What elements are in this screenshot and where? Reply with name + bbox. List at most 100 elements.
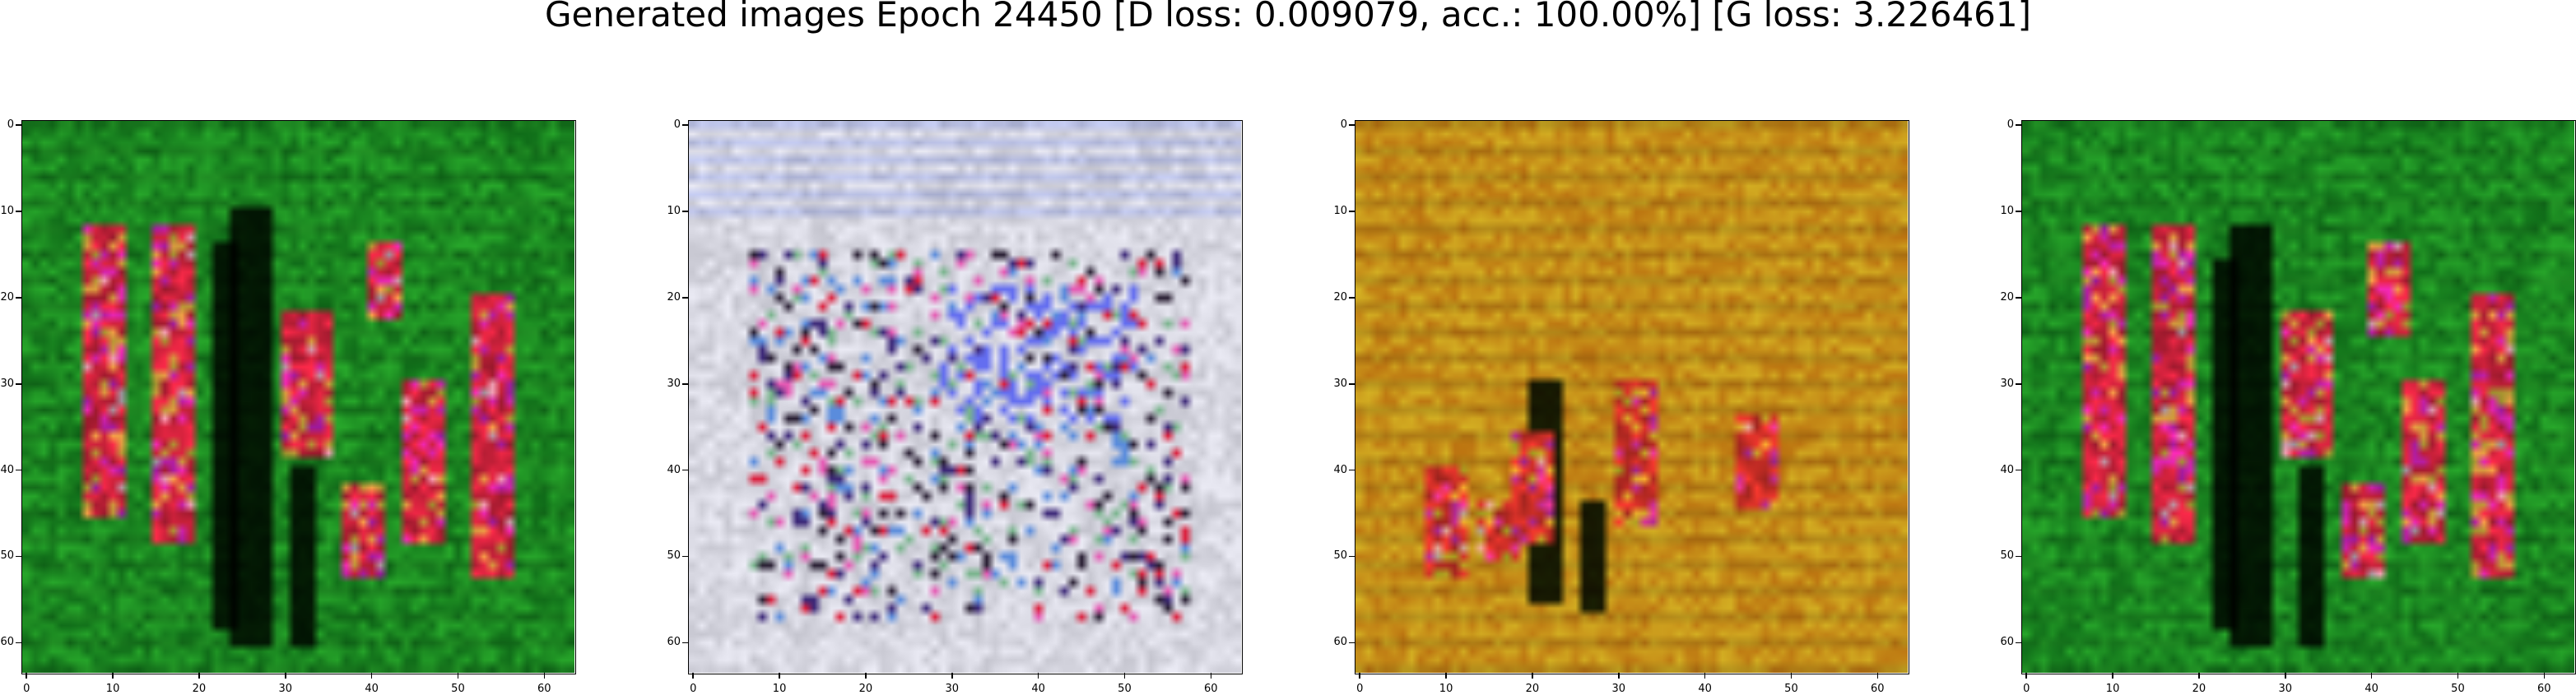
y-tick-label: 50 [1333,549,1347,563]
x-tick-mark [2112,673,2113,679]
x-tick-mark [198,673,200,679]
x-tick-mark [26,673,27,679]
y-tick-label: 60 [1333,636,1347,649]
y-tick-label: 10 [2000,205,2014,218]
y-tick-mark [2016,383,2021,385]
y-tick-mark [16,124,21,126]
x-tick-label: 40 [365,683,379,695]
x-tick-label: 0 [2023,683,2030,695]
x-tick-label: 30 [945,683,960,695]
y-tick-label: 0 [7,118,14,132]
y-tick-mark [16,555,21,558]
y-tick-mark [1349,383,1355,385]
x-tick-mark [692,673,694,679]
y-tick-mark [1349,555,1355,558]
y-tick-label: 20 [667,290,681,303]
x-tick-mark [457,673,459,679]
x-tick-mark [2457,673,2459,679]
x-tick-mark [1210,673,1212,679]
y-tick-mark [682,555,688,558]
y-tick-mark [16,297,21,299]
y-tick-mark [1349,211,1355,212]
y-tick-label: 0 [2006,118,2014,132]
y-tick-mark [682,211,688,212]
x-tick-mark [865,673,867,679]
generated-image-4 [2022,121,2574,673]
x-tick-mark [951,673,953,679]
y-tick-mark [682,469,688,471]
generated-image-2 [689,121,1241,673]
y-tick-mark [1349,297,1355,299]
x-tick-label: 30 [278,683,293,695]
x-tick-mark [285,673,286,679]
x-tick-label: 40 [1031,683,1045,695]
image-panel-1: 0 10 20 30 40 50 60 0 10 20 30 40 50 60 [0,119,576,695]
x-tick-label: 60 [2537,683,2551,695]
y-tick-label: 30 [1333,377,1347,390]
y-tick-mark [1349,124,1355,126]
image-panel-2: 0 10 20 30 40 50 60 0 10 20 30 40 50 60 [667,119,1243,695]
y-tick-mark [2016,211,2021,212]
x-tick-mark [1790,673,1793,679]
y-tick-mark [682,383,688,385]
y-tick-mark [682,642,688,644]
x-tick-label: 10 [1439,683,1453,695]
y-tick-label: 60 [667,636,681,649]
y-tick-label: 40 [1333,463,1347,476]
x-tick-label: 30 [2278,683,2293,695]
y-tick-label: 30 [2000,377,2014,390]
x-tick-mark [1876,673,1879,679]
figure-title: Generated images Epoch 24450 [D loss: 0.… [544,0,2032,35]
y-tick-mark [1349,469,1355,471]
x-tick-mark [2543,673,2546,679]
y-tick-label: 10 [0,205,14,218]
x-tick-label: 30 [1611,683,1626,695]
y-tick-label: 10 [1333,205,1347,218]
x-tick-mark [1532,673,1533,679]
y-tick-mark [682,297,688,299]
y-tick-mark [16,642,21,644]
x-tick-label: 20 [192,683,207,695]
x-tick-label: 20 [2192,683,2206,695]
x-tick-label: 50 [451,683,465,695]
x-tick-mark [543,673,546,679]
x-tick-label: 60 [537,683,551,695]
y-tick-label: 10 [667,205,681,218]
x-tick-label: 40 [1698,683,1712,695]
y-tick-label: 20 [1333,290,1347,303]
x-tick-label: 20 [1525,683,1540,695]
x-tick-label: 0 [690,683,697,695]
y-tick-mark [2016,555,2021,558]
y-tick-label: 60 [0,636,14,649]
y-tick-mark [2016,469,2021,471]
x-tick-label: 20 [858,683,873,695]
x-tick-mark [1123,673,1126,679]
x-tick-mark [112,673,114,679]
x-tick-mark [779,673,780,679]
generated-image-1 [22,121,574,673]
x-tick-label: 50 [1118,683,1132,695]
x-tick-label: 60 [1871,683,1885,695]
y-tick-mark [682,124,688,126]
y-tick-mark [2016,297,2021,299]
y-tick-mark [16,469,21,471]
x-tick-mark [2198,673,2200,679]
x-tick-label: 10 [772,683,787,695]
y-tick-mark [16,211,21,212]
y-tick-mark [2016,642,2021,644]
x-tick-mark [1037,673,1039,679]
y-tick-label: 50 [2000,549,2014,563]
x-tick-label: 10 [2105,683,2120,695]
x-tick-label: 0 [1356,683,1364,695]
x-tick-mark [1618,673,1620,679]
y-tick-label: 50 [667,549,681,563]
image-panel-3: 0 10 20 30 40 50 60 0 10 20 30 40 50 60 [1333,119,1909,695]
y-tick-label: 50 [0,549,14,563]
y-tick-label: 40 [0,463,14,476]
y-tick-label: 40 [667,463,681,476]
y-tick-label: 60 [2000,636,2014,649]
x-tick-mark [1445,673,1447,679]
x-tick-label: 50 [1784,683,1798,695]
y-tick-mark [2016,124,2021,126]
generated-image-3 [1355,121,1908,673]
